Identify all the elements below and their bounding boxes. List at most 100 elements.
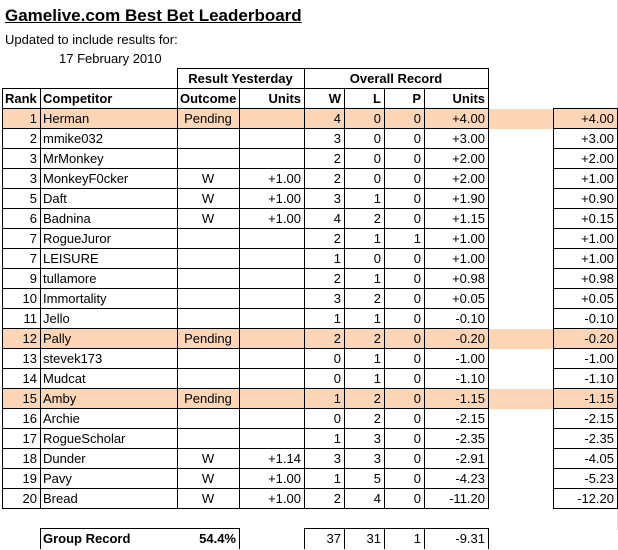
header-competitor: Competitor [43, 91, 113, 106]
table-cell-l: 2 [373, 391, 381, 406]
table-cell-units [239, 269, 304, 289]
table-cell-outcome [177, 149, 239, 169]
table-cell-p: 0 [413, 351, 421, 366]
table-cell-rank: 10 [22, 291, 37, 306]
table-cell-total: -4.23 [455, 471, 485, 486]
table-cell-outcome: Pending [184, 391, 232, 406]
table-cell-w: 3 [333, 191, 341, 206]
table-cell-competitor: stevek173 [43, 351, 103, 366]
table-cell-l: 2 [373, 331, 381, 346]
table-cell-units [239, 409, 304, 429]
table-cell-l: 1 [373, 191, 381, 206]
table-cell-l: 1 [373, 271, 381, 286]
table-cell-l: 2 [373, 211, 381, 226]
table-cell-w: 2 [333, 171, 341, 186]
row-divider [553, 468, 617, 469]
table-cell-competitor: Pavy [43, 471, 72, 486]
table-cell-w: 1 [333, 251, 341, 266]
table-cell-prev: -2.15 [584, 411, 614, 426]
table-cell-rank: 16 [22, 411, 37, 426]
table-cell-rank: 7 [29, 251, 37, 266]
row-divider [553, 448, 617, 449]
table-cell-total: -2.91 [455, 451, 485, 466]
table-cell-outcome: W [201, 471, 215, 486]
table-cell-competitor: Bread [43, 491, 78, 506]
table-border [2, 108, 489, 109]
table-cell-units: +1.14 [268, 451, 301, 466]
table-cell-competitor: Immortality [43, 291, 107, 306]
table-cell-prev: +2.00 [581, 151, 614, 166]
table-border [177, 68, 178, 89]
table-cell-competitor: Amby [43, 391, 77, 406]
table-cell-w: 1 [333, 391, 341, 406]
row-highlight [488, 389, 617, 409]
table-border [239, 528, 240, 549]
header-overall-record: Overall Record [349, 71, 443, 86]
row-divider [2, 428, 488, 429]
table-cell-competitor: RogueJuror [43, 231, 111, 246]
table-cell-units [239, 289, 304, 309]
table-cell-total: +1.00 [452, 251, 485, 266]
row-divider [2, 328, 488, 329]
table-cell-competitor: Daft [43, 191, 67, 206]
table-cell-outcome: W [201, 491, 215, 506]
table-border [553, 108, 618, 109]
table-cell-prev: +0.05 [581, 291, 614, 306]
table-cell-competitor: RogueScholar [43, 431, 126, 446]
table-cell-w: 3 [333, 131, 341, 146]
table-cell-competitor: LEISURE [43, 251, 99, 266]
table-cell-total: +4.00 [452, 111, 485, 126]
table-cell-l: 1 [373, 231, 381, 246]
table-cell-units: +1.00 [268, 471, 301, 486]
row-divider [553, 388, 617, 389]
group-record-total: -9.31 [455, 531, 485, 546]
table-cell-w: 4 [333, 211, 341, 226]
table-border [344, 88, 345, 509]
table-cell-w: 1 [333, 471, 341, 486]
row-divider [553, 408, 617, 409]
table-cell-units [239, 329, 304, 349]
table-cell-w: 0 [333, 371, 341, 386]
table-cell-prev: +0.90 [581, 191, 614, 206]
table-cell-rank: 1 [29, 111, 37, 126]
row-divider [553, 328, 617, 329]
table-cell-p: 0 [413, 171, 421, 186]
table-cell-competitor: mmike032 [43, 131, 103, 146]
table-cell-p: 0 [413, 211, 421, 226]
table-cell-competitor: Pally [43, 331, 72, 346]
table-cell-rank: 12 [22, 331, 37, 346]
table-cell-l: 0 [373, 111, 381, 126]
row-divider [553, 208, 617, 209]
table-cell-total: +1.15 [452, 211, 485, 226]
table-cell-total: -1.00 [455, 351, 485, 366]
row-highlight [488, 109, 617, 129]
header-w: W [328, 91, 341, 106]
table-cell-prev: -1.15 [584, 391, 614, 406]
table-cell-prev: -12.20 [577, 491, 614, 506]
row-divider [553, 308, 617, 309]
table-cell-outcome [177, 369, 239, 389]
table-cell-units [239, 129, 304, 149]
row-divider [2, 288, 488, 289]
table-cell-l: 0 [373, 151, 381, 166]
table-cell-units: +1.00 [268, 211, 301, 226]
table-cell-l: 1 [373, 351, 381, 366]
header-l: L [373, 91, 381, 106]
table-cell-p: 0 [413, 431, 421, 446]
table-cell-prev: -5.23 [584, 471, 614, 486]
table-cell-p: 0 [413, 451, 421, 466]
table-cell-w: 3 [333, 451, 341, 466]
row-divider [553, 148, 617, 149]
table-border [384, 88, 385, 509]
table-cell-rank: 20 [22, 491, 37, 506]
table-cell-p: 0 [413, 191, 421, 206]
table-cell-p: 0 [413, 491, 421, 506]
table-cell-w: 1 [333, 311, 341, 326]
table-cell-outcome [177, 269, 239, 289]
table-cell-w: 0 [333, 351, 341, 366]
table-cell-outcome: W [201, 211, 215, 226]
table-cell-prev: -1.10 [584, 371, 614, 386]
table-cell-units [239, 369, 304, 389]
table-border [304, 68, 305, 89]
table-border [488, 88, 489, 509]
